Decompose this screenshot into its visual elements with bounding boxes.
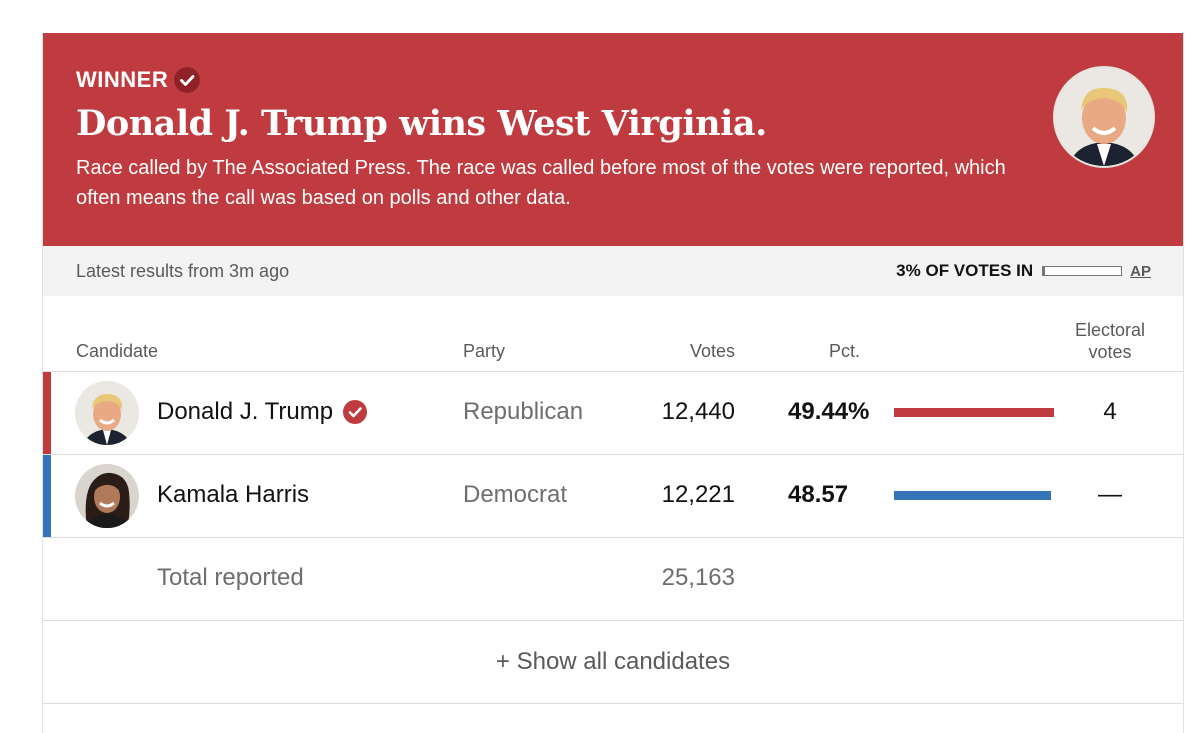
show-all-candidates-button[interactable]: + Show all candidates: [43, 620, 1183, 703]
party-color-stripe: [43, 372, 51, 454]
candidate-electoral-votes: 4: [1103, 398, 1117, 425]
winner-label: WINNER: [76, 67, 169, 92]
total-reported-votes: 25,163: [661, 564, 735, 591]
candidate-party: Democrat: [463, 481, 568, 508]
table-row: Kamala Harris Democrat 12,221 48.57 —: [43, 454, 1183, 537]
divider: [43, 703, 1183, 704]
ap-source-link[interactable]: AP: [1130, 262, 1151, 280]
votes-in-progress-bar: [1042, 266, 1123, 276]
candidate-votes: 12,440: [661, 398, 735, 425]
party-color-stripe: [43, 455, 51, 537]
headline: Donald J. Trump wins West Virginia.: [76, 103, 767, 144]
latest-results-timestamp: Latest results from 3m ago: [76, 261, 290, 281]
trump-avatar: [75, 381, 139, 445]
race-call-note: Race called by The Associated Press. The…: [76, 157, 1006, 209]
candidate-pct: 49.44%: [788, 398, 870, 425]
candidate-electoral-votes: —: [1098, 481, 1122, 508]
winner-banner: WINNER Donald J. Trump wins West Virgini…: [43, 33, 1183, 246]
candidate-party: Republican: [463, 398, 584, 425]
votes-in-progress-fill: [1043, 267, 1046, 275]
table-row: Donald J. Trump Republican 12,440 49.44%…: [43, 371, 1183, 454]
candidate-pct-bar: [894, 491, 1051, 500]
race-results-card: WINNER Donald J. Trump wins West Virgini…: [42, 33, 1184, 733]
votes-in-label: 3% OF VOTES IN: [896, 261, 1034, 280]
candidate-votes: 12,221: [661, 481, 735, 508]
winner-row: WINNER: [76, 67, 201, 93]
header-electoral-line2: votes: [1088, 342, 1132, 362]
candidate-pct: 48.57: [788, 481, 849, 508]
results-status-bar: Latest results from 3m ago 3% OF VOTES I…: [43, 246, 1183, 296]
trump-avatar: [1053, 66, 1155, 168]
winner-check-icon: [343, 400, 368, 424]
candidate-name: Kamala Harris: [157, 481, 309, 509]
candidate-name-text: Kamala Harris: [157, 481, 310, 508]
header-party: Party: [463, 341, 506, 361]
votes-in-indicator: 3% OF VOTES IN AP: [896, 261, 1151, 281]
header-electoral-votes: Electoral votes: [1043, 319, 1177, 363]
header-pct: Pct.: [829, 341, 861, 361]
total-row: Total reported 25,163: [43, 537, 1183, 620]
header-electoral-line1: Electoral: [1074, 320, 1146, 340]
header-votes: Votes: [689, 341, 735, 361]
header-candidate: Candidate: [76, 341, 159, 361]
candidate-pct-bar: [894, 408, 1054, 417]
candidate-name: Donald J. Trump: [157, 398, 368, 426]
candidate-name-text: Donald J. Trump: [157, 398, 334, 425]
total-reported-label: Total reported: [157, 564, 304, 591]
check-circle-icon: [174, 67, 201, 93]
harris-avatar: [75, 464, 139, 528]
